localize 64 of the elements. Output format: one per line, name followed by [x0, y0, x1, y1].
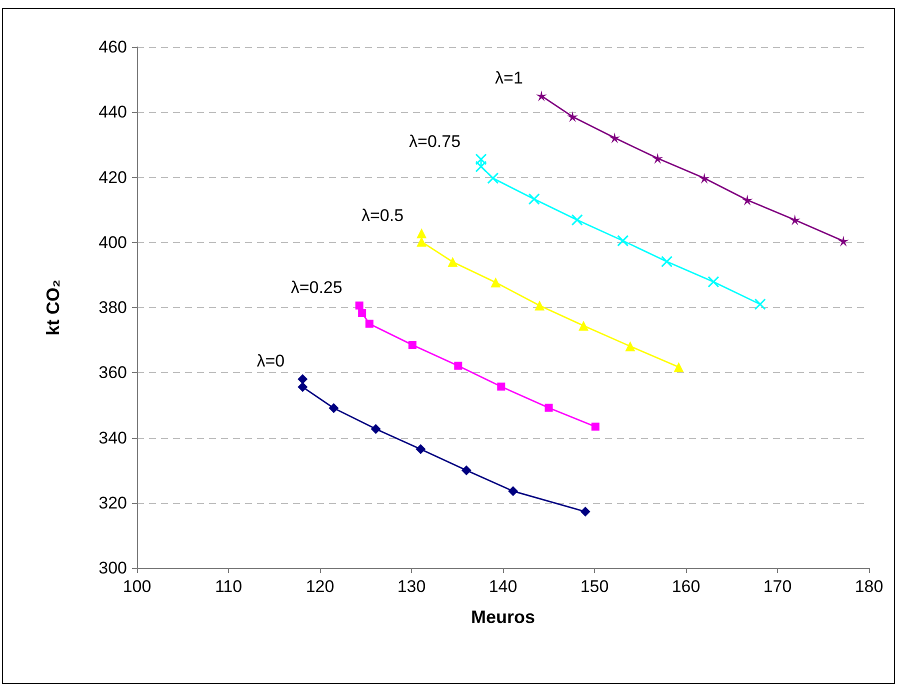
- point: [660, 256, 673, 268]
- point: [461, 465, 472, 476]
- y-tick-label: 400: [98, 232, 127, 252]
- series-label: λ=0.25: [290, 278, 342, 298]
- point: [370, 424, 381, 434]
- y-tick-label: 440: [98, 102, 127, 122]
- x-tick-label: 170: [763, 577, 792, 596]
- point: [580, 506, 590, 517]
- x-tick-label: 110: [214, 577, 242, 596]
- series-label: λ=1: [495, 68, 523, 88]
- point: [652, 152, 664, 164]
- point: [528, 193, 540, 205]
- point: [754, 298, 766, 310]
- x-axis-title: Meuros: [470, 607, 536, 627]
- point: [416, 228, 427, 238]
- point: [358, 309, 366, 318]
- point: [408, 340, 416, 349]
- point: [487, 172, 499, 184]
- point: [591, 422, 600, 431]
- point: [328, 403, 339, 414]
- point: [534, 300, 545, 311]
- point: [355, 302, 364, 310]
- x-tick-label: 180: [854, 577, 884, 596]
- point: [609, 132, 620, 144]
- point: [448, 256, 458, 267]
- y-axis-title: kt CO₂: [43, 279, 63, 336]
- y-tick-label: 360: [98, 363, 127, 382]
- x-tick-label: 100: [122, 577, 152, 596]
- y-tick-label: 420: [98, 168, 127, 187]
- point: [416, 236, 427, 247]
- point: [838, 236, 849, 247]
- point: [508, 486, 518, 496]
- point: [454, 362, 462, 370]
- x-tick-label: 160: [672, 577, 700, 596]
- point: [571, 214, 583, 226]
- x-tick-label: 120: [306, 577, 334, 596]
- point: [567, 111, 578, 122]
- y-tick-label: 460: [98, 38, 127, 56]
- point: [674, 362, 684, 372]
- series-label: λ=0.5: [362, 206, 404, 225]
- point: [544, 404, 553, 412]
- x-tick-label: 140: [488, 577, 518, 596]
- point: [698, 172, 710, 184]
- point: [578, 320, 589, 331]
- x-tick-label: 130: [397, 577, 426, 596]
- point: [365, 320, 374, 328]
- y-tick-label: 300: [98, 558, 127, 578]
- point: [617, 234, 629, 247]
- series-label: λ=0.75: [409, 132, 461, 151]
- point: [416, 444, 426, 454]
- x-tick-label: 150: [580, 577, 609, 596]
- y-tick-label: 320: [98, 493, 127, 512]
- point: [625, 341, 636, 352]
- point: [298, 374, 308, 384]
- point: [298, 382, 308, 392]
- point: [789, 214, 800, 226]
- y-tick-label: 380: [98, 298, 127, 317]
- point: [490, 277, 501, 288]
- point: [497, 382, 506, 391]
- y-tick-label: 340: [98, 428, 127, 448]
- point: [708, 276, 720, 288]
- point: [536, 90, 547, 102]
- series-label: λ=0: [256, 352, 285, 371]
- point: [742, 194, 753, 206]
